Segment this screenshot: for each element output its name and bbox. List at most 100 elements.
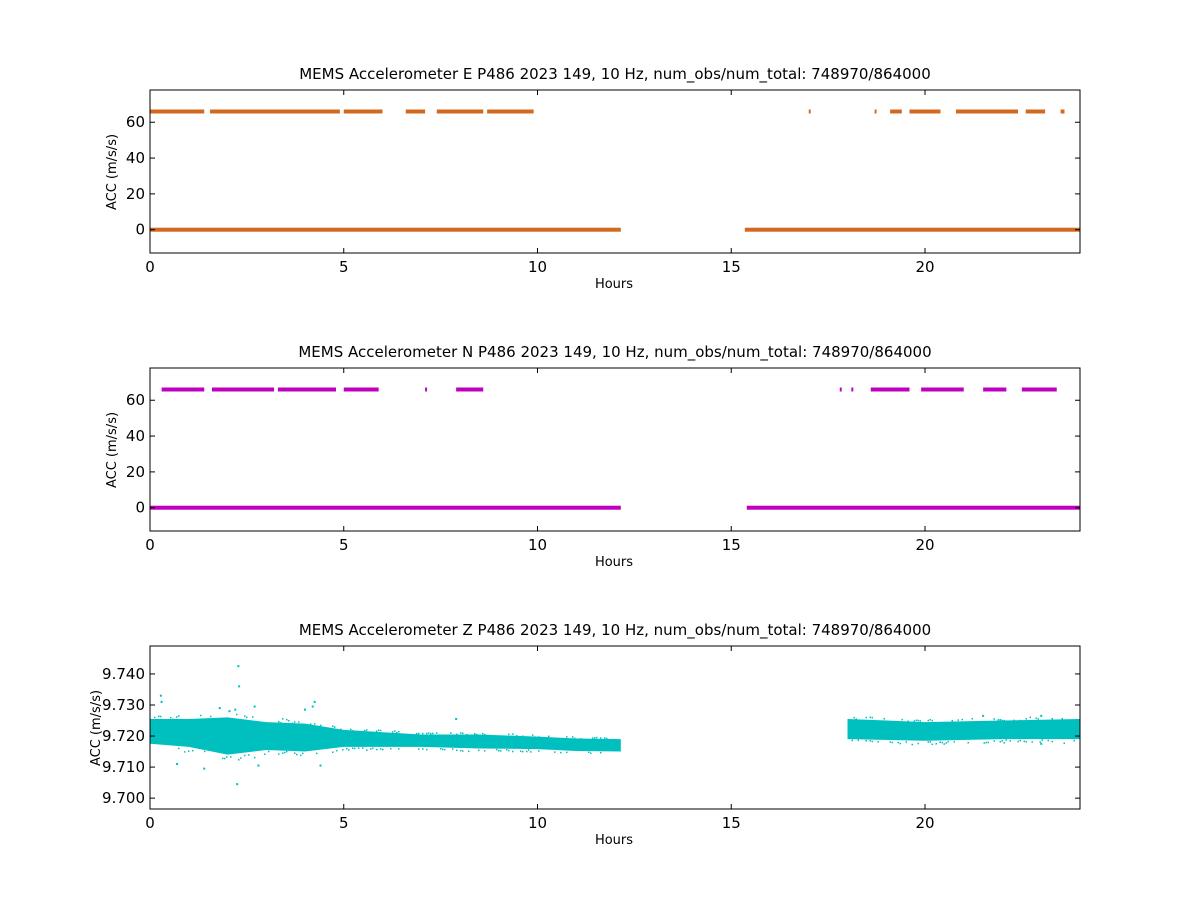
data-point-z [907, 720, 909, 722]
data-segment-e-1-11 [1025, 109, 1046, 114]
data-point-z [927, 741, 929, 743]
data-point-z [364, 729, 366, 732]
y-tick-label: 0 [135, 499, 145, 517]
data-point-z [935, 742, 937, 745]
data-point-z [298, 721, 300, 723]
data-point-z [462, 750, 464, 752]
data-point-z [905, 741, 907, 743]
data-point-z [352, 730, 354, 732]
data-point-z [1001, 719, 1003, 722]
data-point-z [901, 718, 903, 721]
data-point-z [154, 716, 156, 719]
data-segment-e-1-6 [808, 109, 811, 114]
data-point-z [476, 733, 478, 736]
data-point-z [1025, 741, 1027, 743]
outlier-point-19 [1040, 742, 1043, 745]
data-point-z [354, 747, 356, 750]
data-point-z [592, 737, 594, 739]
data-point-z [899, 742, 901, 745]
data-point-z [398, 731, 400, 733]
data-point-z [1005, 739, 1007, 741]
data-point-z [931, 743, 933, 746]
outlier-point-6 [234, 708, 237, 711]
x-tick-label: 10 [528, 258, 547, 276]
y-tick-label: 9.730 [102, 696, 145, 714]
outlier-point-2 [176, 762, 179, 765]
data-point-z [897, 741, 899, 744]
x-tick-label: 0 [145, 258, 155, 276]
data-point-z [350, 728, 352, 731]
data-point-z [366, 749, 368, 751]
data-point-z [957, 719, 959, 721]
y-tick-label: 0 [135, 221, 145, 239]
data-point-z [917, 742, 919, 745]
data-point-z [1003, 742, 1005, 744]
data-point-z [530, 751, 532, 753]
chart-title-e: MEMS Accelerometer E P486 2023 149, 10 H… [299, 65, 931, 84]
y-tick-label: 9.740 [102, 665, 145, 683]
outlier-point-12 [304, 708, 306, 711]
plot-frame-e [149, 89, 1081, 254]
data-point-z [286, 750, 288, 753]
y-axis-e: 0 20 40 60 [126, 113, 1080, 239]
data-point-z [929, 718, 931, 721]
data-point-z [278, 720, 280, 723]
x-axis-label-z: Hours [595, 833, 633, 848]
x-axis-n: 0 5 10 15 20 [145, 368, 935, 554]
data-point-z [869, 716, 871, 719]
subplot-z: MEMS Accelerometer Z P486 2023 149, 10 H… [89, 621, 1081, 848]
y-tick-label: 9.710 [102, 758, 145, 776]
outlier-point-14 [313, 700, 316, 703]
chart-title-n: MEMS Accelerometer N P486 2023 149, 10 H… [298, 343, 931, 362]
data-point-z [184, 751, 186, 753]
y-axis-label-n: ACC (m/s/s) [105, 412, 120, 488]
data-point-z [554, 751, 556, 753]
data-point-z [931, 719, 933, 722]
data-band-z-0 [150, 717, 621, 755]
data-point-z [334, 726, 336, 728]
x-tick-label: 5 [339, 536, 349, 554]
data-point-z [1019, 719, 1021, 722]
data-point-z [336, 749, 338, 752]
data-point-z [516, 735, 518, 737]
data-segment-e-1-8 [890, 109, 902, 114]
data-segment-e-1-7 [874, 109, 877, 114]
outlier-point-17 [982, 714, 985, 717]
data-point-z [462, 732, 464, 735]
data-point-z [346, 747, 348, 750]
data-point-z [574, 737, 576, 740]
data-point-z [240, 757, 242, 759]
data-point-z [158, 715, 160, 718]
data-segment-e-1-2 [343, 109, 383, 114]
plot-marks-e [150, 109, 1080, 232]
data-point-z [278, 753, 280, 755]
data-point-z [1061, 717, 1063, 720]
data-point-z [927, 719, 929, 722]
outlier-point-10 [253, 705, 256, 708]
data-segment-e-0-1 [744, 227, 1080, 232]
data-point-z [452, 748, 454, 750]
data-point-z [380, 729, 382, 732]
data-point-z [332, 751, 334, 753]
data-segment-e-1-5 [487, 109, 534, 114]
data-point-z [1017, 740, 1019, 743]
data-point-z [1063, 742, 1065, 745]
chart-title-z: MEMS Accelerometer Z P486 2023 149, 10 H… [299, 621, 931, 640]
data-point-z [985, 741, 987, 744]
data-segment-e-1-4 [436, 109, 484, 114]
data-point-z [538, 750, 540, 752]
x-tick-label: 15 [722, 814, 741, 832]
outlier-point-8 [237, 665, 240, 668]
data-point-z [238, 759, 240, 761]
data-point-z [851, 739, 853, 742]
outlier-point-7 [236, 783, 239, 786]
data-point-z [1073, 739, 1075, 742]
data-point-z [512, 733, 514, 735]
data-point-z [913, 720, 915, 722]
data-segment-n-0-1 [746, 505, 1080, 510]
data-point-z [999, 741, 1001, 743]
data-point-z [506, 748, 508, 751]
y-tick-label: 60 [126, 391, 145, 409]
data-point-z [432, 732, 434, 735]
data-point-z [418, 748, 420, 750]
